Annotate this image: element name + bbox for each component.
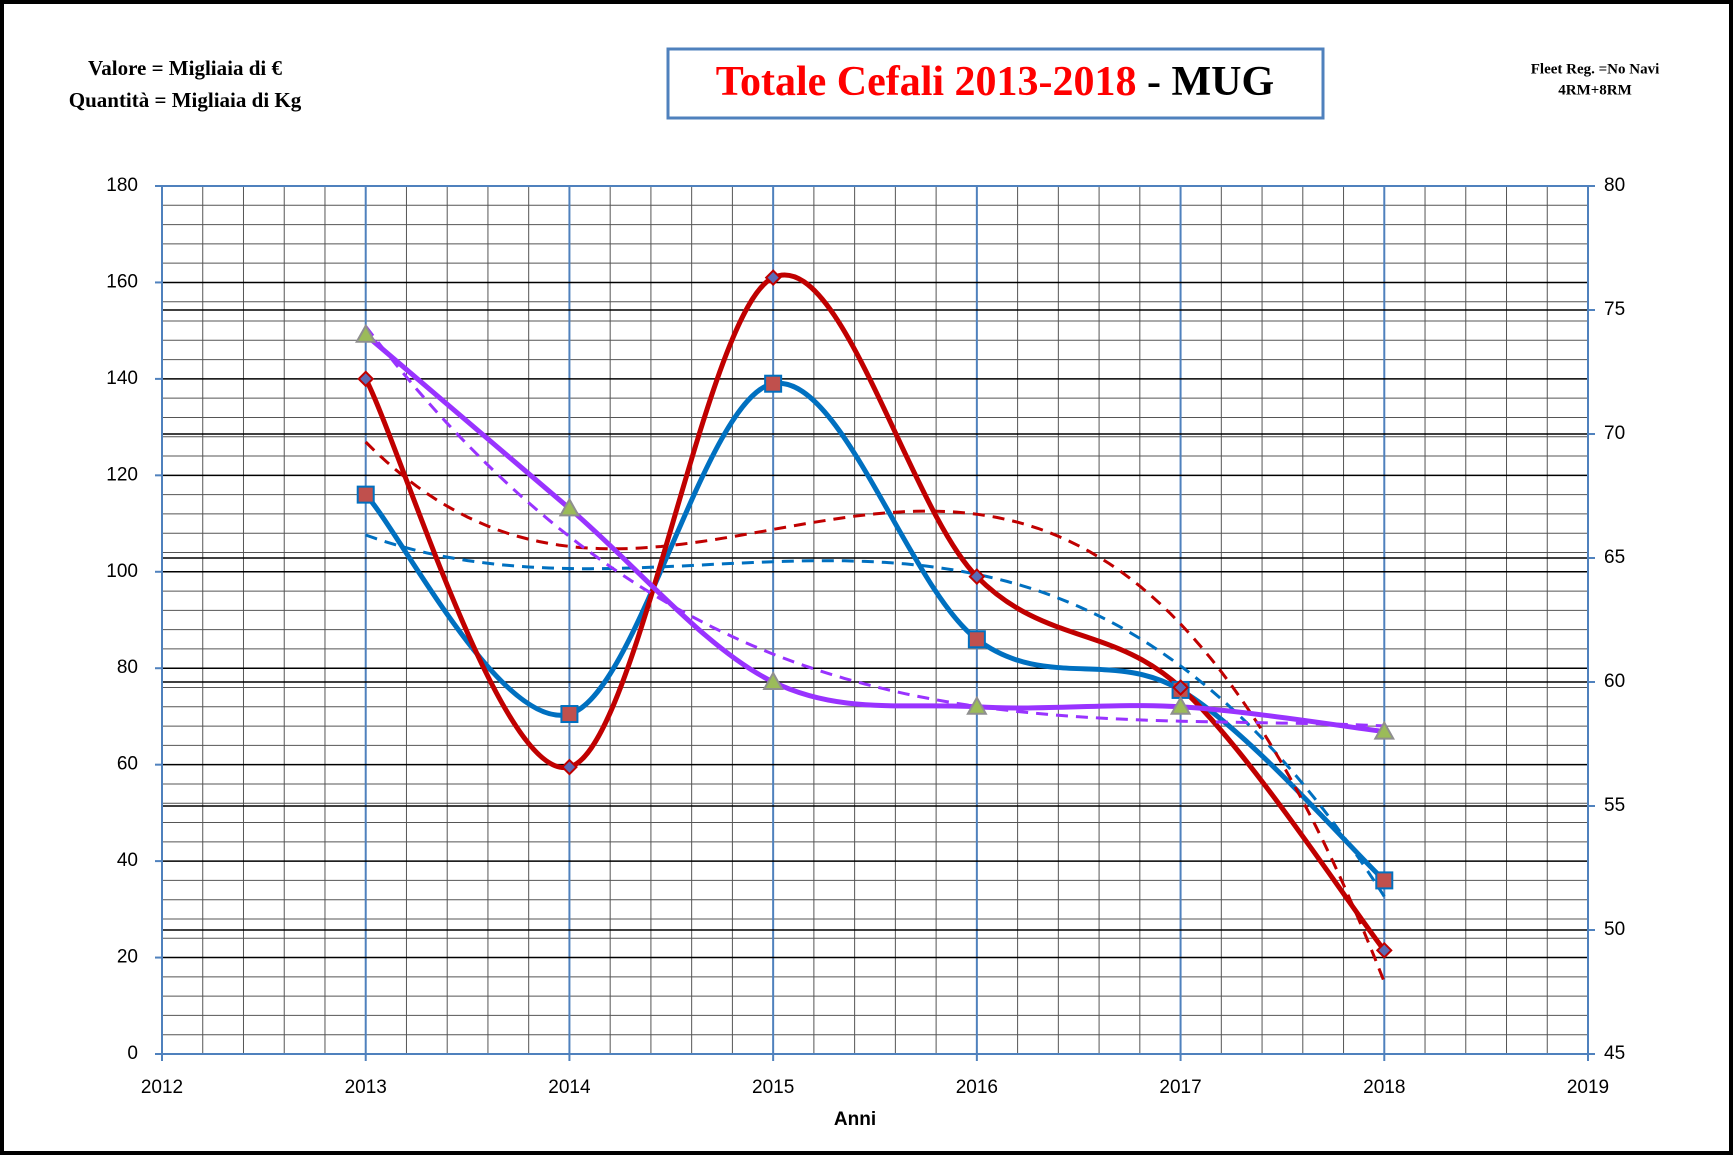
- x-tick-label: 2014: [548, 1077, 591, 1098]
- y-tick-label: 20: [117, 947, 138, 968]
- chart-title-group: Totale Cefali 2013-2018 - MUG: [716, 59, 1274, 105]
- y2-tick-label: 45: [1604, 1043, 1625, 1064]
- marker: [355, 323, 377, 343]
- y2-tick-label: 75: [1604, 299, 1625, 320]
- annotation: 4RM+8RM: [1558, 82, 1632, 98]
- marker: [968, 568, 986, 586]
- x-tick-label: 2019: [1567, 1077, 1609, 1098]
- y-tick-label: 100: [106, 561, 138, 582]
- marker: [560, 705, 579, 724]
- y2-tick-label: 55: [1604, 795, 1625, 816]
- x-tick-label: 2018: [1363, 1077, 1405, 1098]
- chart-title: Totale Cefali 2013-2018: [716, 59, 1137, 105]
- x-tick-label: 2015: [752, 1077, 794, 1098]
- marker: [762, 670, 784, 690]
- y-tick-label: 120: [106, 464, 138, 485]
- chart-title-suffix: - MUG: [1147, 59, 1274, 105]
- marker: [764, 374, 783, 393]
- marker: [966, 695, 988, 715]
- trend-line: [365, 533, 1386, 898]
- marker: [1172, 679, 1189, 696]
- title-box: [666, 47, 1325, 120]
- y2-tick-label: 70: [1604, 423, 1625, 444]
- y2-tick-label: 65: [1604, 547, 1625, 568]
- y2-tick-label: 80: [1604, 175, 1625, 196]
- y-tick-label: 160: [106, 271, 138, 292]
- marker: [1375, 941, 1393, 959]
- y-tick-label: 60: [117, 754, 138, 775]
- y-tick-label: 80: [117, 657, 138, 678]
- trend-line: [364, 325, 1385, 728]
- y2-tick-label: 60: [1604, 671, 1625, 692]
- series-line: [364, 332, 1385, 735]
- annotation: Valore = Migliaia di €: [88, 56, 282, 80]
- y-tick-label: 180: [106, 175, 138, 196]
- x-tick-label: 2016: [956, 1077, 998, 1098]
- marker: [357, 370, 375, 388]
- marker: [561, 758, 578, 776]
- annotation: Quantità = Migliaia di Kg: [69, 88, 302, 112]
- marker: [1373, 720, 1395, 740]
- marker: [1375, 871, 1394, 890]
- marker: [356, 485, 375, 504]
- x-tick-label: 2013: [345, 1077, 387, 1098]
- plot-border: [161, 185, 1589, 1055]
- marker: [764, 269, 782, 287]
- x-tick-label: 2012: [141, 1077, 183, 1098]
- y-tick-label: 140: [106, 368, 138, 389]
- marker: [558, 497, 581, 517]
- x-tick-label: 2017: [1159, 1077, 1201, 1098]
- x-axis-label: Anni: [834, 1109, 876, 1130]
- annotation: Fleet Reg. =No Navi: [1531, 61, 1660, 77]
- y2-tick-label: 50: [1604, 919, 1625, 940]
- y-tick-label: 0: [127, 1043, 138, 1064]
- y-tick-label: 40: [117, 850, 138, 871]
- marker: [967, 630, 986, 649]
- trend-line: [364, 440, 1386, 983]
- marker: [1169, 695, 1192, 715]
